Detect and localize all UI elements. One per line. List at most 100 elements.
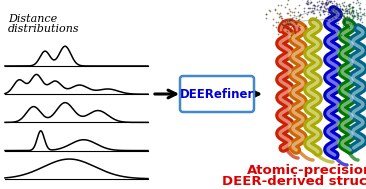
Point [319, 1, 325, 4]
Point [362, 12, 366, 15]
Point [287, 23, 292, 26]
Point [273, 20, 279, 23]
Point [280, 24, 286, 27]
Point [277, 12, 283, 15]
Point [275, 33, 281, 36]
Point [364, 5, 366, 8]
Point [335, 15, 340, 18]
Point [317, 5, 323, 8]
Point [290, 24, 296, 27]
Point [279, 18, 285, 21]
Point [270, 17, 276, 20]
Point [299, 15, 305, 19]
Point [310, 4, 316, 7]
Point [331, 16, 337, 19]
Point [350, 15, 356, 18]
Point [301, 6, 307, 9]
Point [289, 11, 295, 14]
Point [292, 20, 298, 23]
Text: Atomic-precision: Atomic-precision [247, 164, 366, 177]
Point [346, 27, 352, 30]
Point [267, 9, 273, 12]
Point [321, 5, 326, 8]
Point [329, 6, 335, 9]
Point [350, 11, 355, 14]
Text: DEER-derived structure: DEER-derived structure [222, 175, 366, 188]
Point [323, 8, 329, 11]
Point [295, 18, 301, 21]
Point [357, 15, 363, 18]
Point [364, 12, 366, 15]
Point [289, 16, 295, 19]
Point [322, 10, 328, 13]
Point [311, 6, 317, 9]
Point [358, 15, 363, 18]
Point [342, 19, 348, 22]
Point [337, 4, 343, 7]
Point [296, 3, 302, 6]
Point [284, 2, 290, 5]
Point [313, 15, 319, 19]
Point [315, 4, 321, 7]
Point [365, 22, 366, 25]
Point [302, 10, 307, 13]
Point [288, 25, 294, 28]
Point [342, 10, 348, 13]
Point [291, 11, 297, 14]
Point [349, 10, 355, 13]
Point [357, 10, 363, 13]
Point [350, 10, 356, 13]
Point [286, 7, 292, 10]
Point [320, 0, 325, 3]
Point [285, 23, 291, 26]
Point [350, 10, 355, 13]
Point [349, 6, 355, 9]
Point [317, 13, 322, 16]
Point [349, 5, 355, 9]
Point [343, 9, 349, 12]
Point [326, 7, 332, 10]
Point [344, 9, 350, 12]
Point [341, 14, 347, 17]
Point [302, 25, 307, 28]
Point [276, 15, 282, 18]
Point [322, 1, 328, 4]
Point [282, 6, 288, 9]
Point [346, 10, 352, 13]
Point [353, 2, 359, 5]
Point [277, 15, 283, 18]
Point [306, 6, 311, 9]
Point [357, 19, 363, 22]
Point [316, 0, 322, 2]
Point [347, 21, 353, 24]
Point [309, 9, 314, 12]
Point [333, 2, 339, 5]
Point [324, 20, 330, 23]
Point [364, 11, 366, 14]
Point [312, 4, 318, 7]
Point [306, 2, 311, 5]
Point [307, 7, 313, 10]
Point [332, 4, 337, 7]
Point [279, 22, 285, 25]
Point [272, 8, 278, 11]
Point [345, 3, 351, 6]
Point [310, 7, 315, 10]
Point [263, 16, 269, 19]
Point [287, 17, 293, 20]
Point [296, 25, 302, 28]
Point [351, 13, 357, 16]
Point [333, 4, 339, 7]
Point [324, 0, 330, 2]
Point [355, 11, 361, 14]
Point [356, 4, 362, 7]
Text: Distance: Distance [8, 14, 57, 24]
Point [346, 5, 352, 8]
Point [325, 10, 331, 13]
Point [352, 14, 358, 17]
Point [333, 10, 339, 13]
Point [348, 10, 354, 13]
Point [329, 13, 335, 16]
Point [318, 6, 324, 9]
Point [361, 8, 366, 11]
